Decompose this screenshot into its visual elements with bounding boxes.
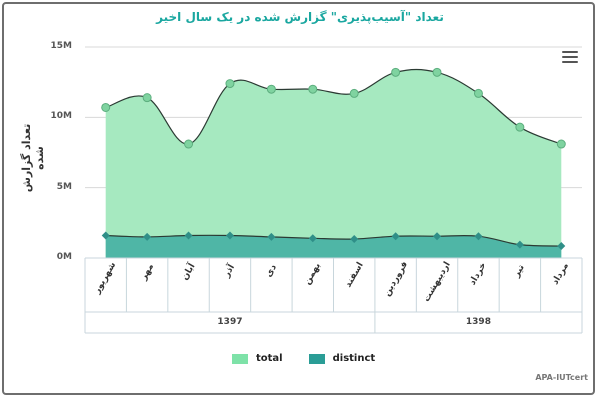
data-point-distinct[interactable] [143, 232, 152, 241]
legend-item-total[interactable]: total [232, 353, 283, 364]
legend-swatch-total [232, 353, 248, 364]
data-point-distinct[interactable] [391, 232, 400, 241]
data-point-distinct[interactable] [557, 242, 566, 251]
legend: total distinct [232, 353, 375, 364]
data-point-total[interactable] [432, 67, 442, 77]
data-point-total[interactable] [349, 88, 359, 98]
legend-label-total: total [256, 353, 283, 364]
chart-title: تعداد "آسیب‌پذیری" گزارش شده در یک سال ا… [156, 10, 444, 24]
data-point-total[interactable] [556, 139, 566, 149]
data-point-total[interactable] [473, 88, 483, 98]
hamburger-menu-icon[interactable] [562, 51, 578, 65]
data-point-total[interactable] [142, 93, 152, 103]
data-point-total[interactable] [515, 122, 525, 132]
credit-text: APA-IUTcert [535, 373, 588, 382]
data-point-distinct[interactable] [433, 232, 442, 241]
y-tick-label: 10M [50, 111, 72, 122]
y-tick-label: 15M [50, 41, 72, 51]
area-total [105, 69, 562, 259]
legend-item-distinct[interactable]: distinct [308, 353, 376, 364]
data-point-total[interactable] [308, 84, 318, 94]
data-point-total[interactable] [101, 102, 111, 112]
y-tick-label: 0M [56, 252, 72, 262]
data-point-distinct[interactable] [225, 231, 234, 240]
data-point-distinct[interactable] [101, 231, 110, 240]
data-point-total[interactable] [225, 79, 235, 89]
x-group-label: 1397 [217, 317, 243, 327]
data-point-total[interactable] [184, 139, 194, 149]
data-point-total[interactable] [266, 84, 276, 94]
legend-swatch-distinct [308, 353, 325, 364]
data-point-distinct[interactable] [474, 232, 483, 241]
area-distinct [105, 235, 562, 258]
x-group-label: 1398 [465, 317, 491, 327]
data-point-distinct[interactable] [350, 235, 359, 244]
legend-label-distinct: distinct [332, 353, 376, 364]
data-point-distinct[interactable] [308, 234, 317, 243]
y-tick-label: 5M [56, 181, 72, 192]
data-point-distinct[interactable] [184, 231, 193, 240]
data-point-total[interactable] [391, 67, 401, 77]
data-point-distinct[interactable] [515, 240, 524, 249]
data-point-distinct[interactable] [267, 232, 276, 241]
